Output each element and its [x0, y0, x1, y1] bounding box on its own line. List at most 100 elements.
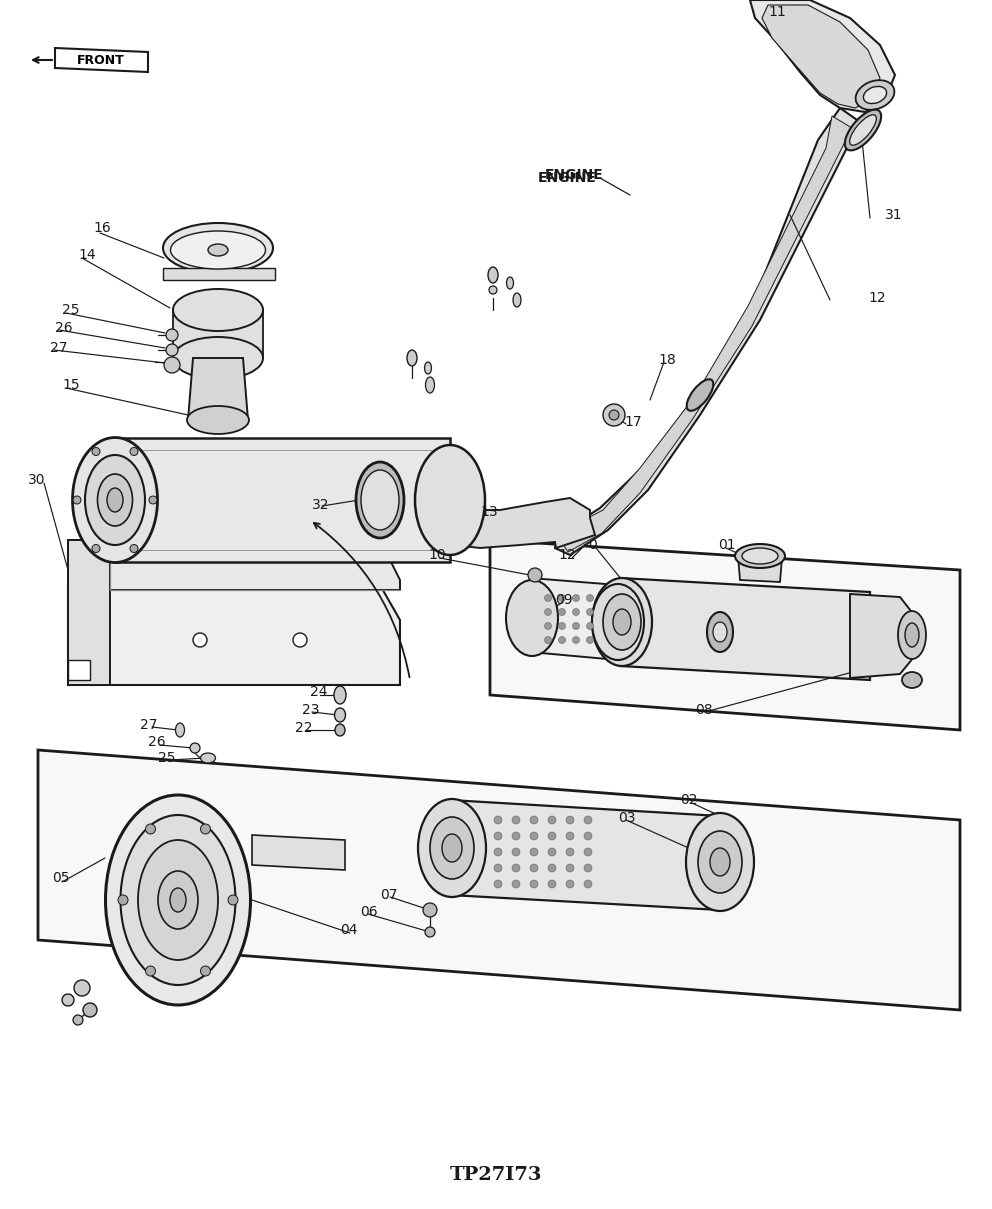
Polygon shape [68, 660, 90, 679]
Ellipse shape [845, 110, 881, 150]
Circle shape [572, 623, 579, 630]
Ellipse shape [686, 380, 713, 411]
Ellipse shape [187, 406, 249, 434]
Circle shape [149, 496, 157, 504]
Circle shape [572, 636, 579, 643]
Ellipse shape [898, 611, 926, 659]
Text: 26: 26 [148, 735, 166, 750]
Circle shape [566, 848, 574, 856]
Ellipse shape [613, 609, 631, 635]
Text: 10: 10 [428, 548, 445, 562]
Text: 03: 03 [618, 811, 636, 825]
Circle shape [548, 880, 556, 887]
Circle shape [572, 595, 579, 602]
Circle shape [548, 864, 556, 872]
Ellipse shape [742, 548, 778, 565]
Circle shape [530, 832, 538, 840]
Ellipse shape [863, 86, 887, 104]
Circle shape [92, 544, 100, 553]
Polygon shape [490, 540, 960, 730]
Ellipse shape [513, 293, 521, 307]
Text: 27: 27 [50, 341, 67, 355]
Text: 18: 18 [658, 353, 676, 368]
Circle shape [584, 880, 592, 887]
Circle shape [164, 357, 180, 374]
Ellipse shape [97, 474, 133, 526]
Text: 30: 30 [28, 473, 46, 487]
Circle shape [584, 832, 592, 840]
Circle shape [584, 864, 592, 872]
Circle shape [545, 608, 552, 615]
Ellipse shape [163, 222, 273, 273]
Ellipse shape [176, 723, 185, 737]
Circle shape [558, 636, 565, 643]
Circle shape [566, 816, 574, 825]
Text: ENGINE: ENGINE [545, 168, 604, 183]
Circle shape [74, 980, 90, 996]
Circle shape [530, 880, 538, 887]
Circle shape [73, 1016, 83, 1025]
Ellipse shape [120, 815, 235, 985]
Ellipse shape [698, 831, 742, 893]
Circle shape [548, 848, 556, 856]
Ellipse shape [856, 80, 895, 110]
Ellipse shape [426, 377, 434, 393]
Circle shape [545, 623, 552, 630]
Text: 31: 31 [885, 208, 903, 222]
Polygon shape [38, 750, 960, 1010]
Polygon shape [68, 585, 400, 686]
Text: 22: 22 [295, 721, 312, 735]
Ellipse shape [361, 470, 399, 530]
Circle shape [512, 864, 520, 872]
Circle shape [423, 903, 437, 916]
Polygon shape [850, 594, 918, 678]
Circle shape [425, 927, 435, 937]
Ellipse shape [430, 817, 474, 879]
Ellipse shape [418, 799, 486, 897]
Text: 32: 32 [312, 498, 329, 511]
Polygon shape [115, 438, 450, 562]
Circle shape [494, 848, 502, 856]
Text: 14: 14 [78, 248, 95, 262]
Ellipse shape [138, 840, 218, 960]
Circle shape [92, 447, 100, 456]
Ellipse shape [415, 445, 485, 555]
Ellipse shape [488, 267, 498, 283]
Polygon shape [188, 358, 248, 420]
Text: FRONT: FRONT [77, 53, 125, 66]
Ellipse shape [72, 438, 158, 562]
Circle shape [512, 880, 520, 887]
Text: 11: 11 [768, 5, 786, 19]
Text: 17: 17 [624, 415, 642, 429]
Circle shape [130, 544, 138, 553]
Ellipse shape [170, 887, 186, 912]
Circle shape [512, 832, 520, 840]
Circle shape [584, 848, 592, 856]
Polygon shape [738, 556, 782, 582]
Text: 24: 24 [310, 686, 327, 699]
Ellipse shape [173, 337, 263, 378]
Text: TP27I73: TP27I73 [449, 1165, 543, 1184]
Ellipse shape [713, 621, 727, 642]
Circle shape [166, 329, 178, 341]
Circle shape [200, 966, 210, 976]
Ellipse shape [603, 594, 641, 650]
Polygon shape [68, 540, 110, 686]
Circle shape [146, 825, 156, 834]
Circle shape [586, 623, 593, 630]
Ellipse shape [407, 349, 417, 366]
Ellipse shape [425, 361, 432, 374]
Circle shape [586, 595, 593, 602]
Polygon shape [440, 498, 595, 548]
Circle shape [512, 816, 520, 825]
Circle shape [494, 832, 502, 840]
Ellipse shape [850, 115, 876, 145]
Polygon shape [530, 578, 618, 660]
Text: 07: 07 [380, 887, 398, 902]
Text: 13: 13 [480, 505, 498, 519]
Text: 12: 12 [558, 548, 575, 562]
Text: 04: 04 [340, 922, 357, 937]
Circle shape [548, 832, 556, 840]
Polygon shape [450, 800, 720, 910]
Circle shape [228, 895, 238, 906]
